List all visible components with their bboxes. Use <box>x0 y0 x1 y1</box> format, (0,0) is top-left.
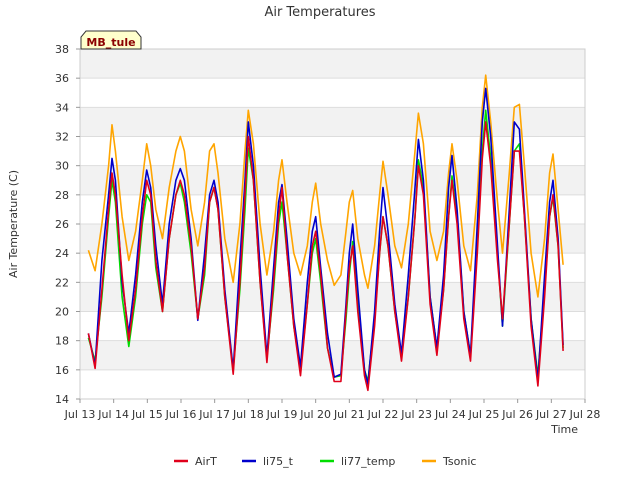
y-tick-label: 18 <box>55 335 69 348</box>
legend-label-airt: AirT <box>195 455 217 468</box>
y-tick-label: 22 <box>55 276 69 289</box>
series-line-airt <box>87 121 564 392</box>
x-tick-label: Jul 17 <box>198 408 230 421</box>
x-tick-labels: Jul 13 Jul 14 Jul 15 Jul 16 Jul 17 Jul 18 Jul … <box>64 399 601 421</box>
x-tick-label: Jul 27 <box>535 408 567 421</box>
x-tick-label: Jul 26 <box>501 408 533 421</box>
site-badge-shape <box>80 30 142 50</box>
x-tick-label: Jul 16 <box>165 408 197 421</box>
legend-label-li77-temp: li77_temp <box>341 455 395 468</box>
y-axis-label: Air Temperature (C) <box>7 170 20 278</box>
y-tick-label: 30 <box>55 160 69 173</box>
series-line-tsonic <box>87 74 564 298</box>
y-tick-label: 38 <box>55 43 69 56</box>
series-line-li75-t <box>87 87 564 386</box>
y-tick-label: 16 <box>55 364 69 377</box>
chart-title: Air Temperatures <box>264 5 375 20</box>
x-tick-label: Jul 22 <box>367 408 399 421</box>
y-tick-label: 20 <box>55 306 69 319</box>
x-tick-label: Jul 14 <box>97 408 129 421</box>
x-tick-label: Jul 20 <box>299 408 331 421</box>
x-tick-label: Jul 21 <box>333 408 365 421</box>
x-tick-label: Jul 23 <box>400 408 432 421</box>
legend: AirT li75_t li77_temp Tsonic <box>174 455 476 468</box>
x-axis-label: Time <box>550 423 578 436</box>
x-tick-label: Jul 18 <box>232 408 264 421</box>
y-tick-label: 36 <box>55 72 69 85</box>
x-tick-label: Jul 25 <box>468 408 500 421</box>
y-tick-label: 24 <box>55 247 69 260</box>
series-lines <box>87 74 564 392</box>
x-tick-label: Jul 13 <box>64 408 96 421</box>
y-tick-label: 34 <box>55 101 69 114</box>
x-tick-label: Jul 15 <box>131 408 163 421</box>
plot-band <box>80 49 585 79</box>
y-tick-label: 26 <box>55 218 69 231</box>
y-tick-labels: 14 16 18 20 22 24 26 28 30 32 34 36 38 <box>55 43 80 406</box>
site-badge: MB_tule <box>80 30 142 50</box>
y-tick-label: 32 <box>55 131 69 144</box>
site-badge-label: MB_tule <box>86 36 135 49</box>
plot-band <box>80 107 585 137</box>
y-tick-label: 14 <box>55 393 69 406</box>
legend-label-tsonic: Tsonic <box>442 455 476 468</box>
plot-band <box>80 165 585 195</box>
x-tick-label: Jul 28 <box>569 408 601 421</box>
x-tick-label: Jul 24 <box>434 408 466 421</box>
legend-label-li75-t: li75_t <box>263 455 294 468</box>
plot-band <box>80 282 585 312</box>
x-tick-label: Jul 19 <box>266 408 298 421</box>
y-tick-label: 28 <box>55 189 69 202</box>
